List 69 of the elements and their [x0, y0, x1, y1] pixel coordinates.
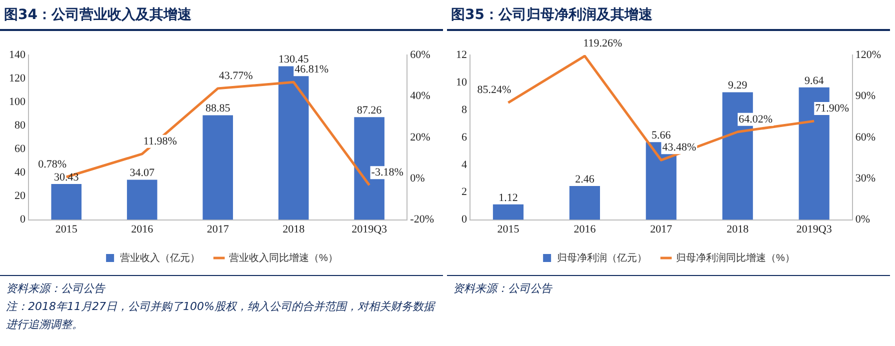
- y-tick-label: 140: [9, 48, 26, 61]
- y-tick-label: 10: [456, 76, 468, 88]
- y2-tick-label: 90%: [855, 90, 876, 102]
- text: 资料来源：公司公告: [453, 281, 554, 297]
- y-tick-label: 6: [462, 131, 468, 144]
- x-tick-label: 2015: [55, 223, 78, 236]
- data-label: 71.90%: [815, 102, 850, 114]
- bar: [569, 186, 600, 220]
- data-label: 130.45: [278, 54, 310, 66]
- y-tick-label: 80: [14, 120, 26, 132]
- data-label: 34.07: [130, 167, 155, 180]
- x-tick-label: 2017: [650, 223, 673, 236]
- y2-tick-label: 20%: [410, 131, 430, 144]
- y-tick-label: 2: [462, 186, 467, 198]
- y2-tick-label: -20%: [410, 214, 434, 226]
- legend-label: 营业收入（亿元）: [120, 252, 200, 264]
- y2-tick-label: 60%: [855, 131, 876, 144]
- x-tick-label: 2019Q3: [352, 223, 388, 236]
- text: 注：2018年11月27日，公司并购了100%股权，纳入公司的合并范围，对相关财务数据进行追溯调整。: [6, 299, 436, 333]
- data-label: 46.81%: [294, 64, 329, 76]
- y2-tick-label: 40%: [410, 90, 430, 102]
- data-label: 64.02%: [738, 113, 773, 126]
- y2-tick-label: 30%: [855, 172, 876, 184]
- x-tick-label: 2016: [574, 223, 596, 236]
- y-tick-label: 0: [462, 214, 468, 226]
- y-tick-label: 8: [462, 104, 468, 116]
- x-tick-label: 2017: [206, 223, 230, 236]
- data-label: -3.18%: [371, 166, 404, 179]
- chart-title: 图34：公司营业收入及其增速: [0, 0, 443, 31]
- x-tick-label: 2019Q3: [796, 223, 832, 236]
- bar: [492, 204, 524, 220]
- y2-tick-label: 0%: [410, 172, 425, 184]
- bar: [126, 180, 158, 220]
- y-tick-label: 60: [14, 143, 26, 156]
- data-label: 11.98%: [143, 135, 177, 148]
- data-label: 1.12: [498, 192, 518, 204]
- data-label: 88.85: [205, 102, 231, 115]
- legend-label: 营业收入同比增速（%）: [229, 252, 338, 264]
- x-tick-label: 2018: [282, 223, 306, 236]
- x-tick-label: 2015: [497, 223, 520, 236]
- x-tick-label: 2016: [131, 223, 154, 236]
- data-label: 119.26%: [583, 37, 622, 50]
- data-label: 9.29: [728, 80, 748, 92]
- y2-tick-label: 120%: [855, 48, 882, 61]
- text: 资料来源：公司公告: [6, 281, 106, 297]
- data-label: 5.66: [652, 129, 672, 142]
- y-tick-label: 12: [456, 48, 467, 61]
- data-label: 87.26: [356, 104, 382, 116]
- y2-tick-label: 60%: [410, 48, 430, 61]
- legend-label: 归母净利润同比增速（%）: [676, 252, 795, 264]
- legend-label: 归母净利润（亿元）: [557, 252, 648, 264]
- y-tick-label: 120: [9, 72, 26, 84]
- data-label: 0.78%: [38, 158, 67, 170]
- data-label: 9.64: [804, 74, 824, 87]
- y-tick-label: 40: [14, 166, 26, 179]
- data-label: 43.77%: [218, 70, 253, 82]
- y-tick-label: 100: [9, 96, 26, 108]
- y-tick-label: 4: [462, 158, 468, 171]
- data-label: 43.48%: [662, 141, 696, 154]
- bar: [51, 184, 82, 220]
- y-tick-label: 20: [14, 190, 26, 202]
- data-label: 85.24%: [477, 84, 512, 96]
- data-label: 30.43: [54, 171, 80, 184]
- y-tick-label: 0: [20, 214, 26, 226]
- x-tick-label: 2018: [726, 223, 750, 236]
- chart-title: 图35：公司归母净利润及其增速: [447, 0, 890, 31]
- bar: [202, 115, 233, 220]
- data-label: 2.46: [575, 173, 595, 186]
- y2-tick-label: 0%: [855, 214, 870, 226]
